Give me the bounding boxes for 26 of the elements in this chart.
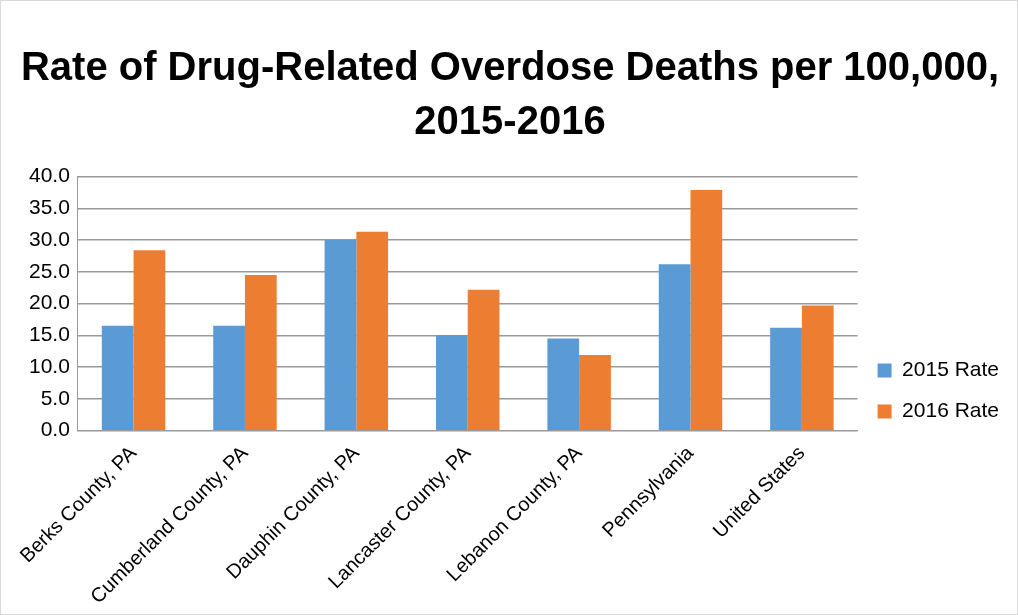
- y-tick-label: 5.0: [40, 385, 70, 409]
- bar: [467, 289, 500, 430]
- y-tick-label: 15.0: [29, 322, 70, 346]
- bar: [101, 325, 134, 430]
- bar: [435, 335, 468, 430]
- chart-title: Rate of Drug-Related Overdose Deaths per 100,000, 2015-2016: [19, 43, 1001, 144]
- bar: [213, 325, 245, 430]
- bar: [801, 305, 834, 430]
- bar: [547, 338, 580, 430]
- bar: [770, 327, 802, 430]
- y-tick-label: 40.0: [29, 163, 70, 187]
- y-tick-label: 30.0: [29, 226, 70, 250]
- bar: [324, 240, 357, 430]
- bar: [133, 250, 166, 430]
- bar: [579, 355, 611, 430]
- y-tick-label: 10.0: [29, 353, 70, 377]
- legend-label: 2015 Rate: [902, 357, 1000, 381]
- y-tick-label: 25.0: [29, 258, 70, 282]
- y-tick-label: 0.0: [40, 417, 70, 441]
- bar: [356, 231, 389, 430]
- bar: [244, 275, 277, 430]
- bar: [658, 264, 691, 430]
- y-tick-label: 20.0: [29, 290, 70, 314]
- legend-label: 2016 Rate: [902, 398, 1000, 422]
- y-tick-label: 35.0: [29, 195, 70, 219]
- bar: [690, 189, 723, 430]
